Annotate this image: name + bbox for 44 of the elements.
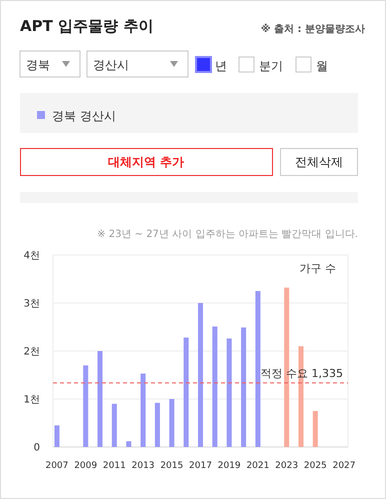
y-tick-label: 4천 bbox=[24, 250, 40, 262]
chart-title: APT 입주물량 추이 bbox=[20, 17, 154, 35]
bar bbox=[54, 425, 60, 447]
x-tick-label: 2017 bbox=[189, 461, 212, 471]
y-tick-label: 3천 bbox=[24, 298, 40, 310]
text: 년 bbox=[215, 59, 227, 73]
x-tick-label: 2007 bbox=[45, 461, 68, 471]
ref-line-label: 적정 수요 1,335 bbox=[260, 366, 343, 380]
text: 분기 bbox=[259, 59, 283, 73]
x-tick-label: 2019 bbox=[218, 461, 241, 471]
bar bbox=[241, 327, 246, 447]
x-tick-label: 2021 bbox=[246, 461, 270, 471]
add-button: 대체지역 추가 bbox=[20, 148, 273, 176]
y-axis-title: 가구 수 bbox=[300, 262, 336, 275]
bar bbox=[169, 399, 174, 447]
x-tick-label: 2013 bbox=[132, 461, 155, 471]
x-tick-label: 2009 bbox=[74, 461, 98, 471]
y-tick-label: 0 bbox=[34, 442, 40, 454]
x-tick-label: 2027 bbox=[332, 461, 356, 471]
bar bbox=[140, 374, 146, 447]
y-tick-label: 1천 bbox=[24, 394, 40, 406]
bar bbox=[184, 338, 189, 447]
y-tick-label: 2천 bbox=[24, 346, 40, 358]
bar bbox=[312, 411, 318, 447]
region-dropdown: 경북 bbox=[20, 50, 80, 78]
bar bbox=[83, 365, 88, 447]
text: ※ 출처 : 분양물량조사 bbox=[260, 23, 365, 35]
x-tick-label: 2011 bbox=[102, 461, 126, 471]
x-tick-label: 2025 bbox=[304, 461, 327, 471]
bar bbox=[198, 303, 204, 447]
legend-label: 경북 경산시 bbox=[52, 109, 116, 123]
text: 월 bbox=[316, 59, 328, 73]
city-dropdown: 경산시 bbox=[86, 50, 188, 78]
bar bbox=[212, 326, 218, 447]
bar bbox=[98, 351, 103, 447]
delete-button: 전체삭제 bbox=[280, 148, 358, 176]
bar bbox=[255, 291, 260, 447]
text: ※ 23년 ~ 27년 사이 입주하는 아파트는 빨간막대 입니다. bbox=[97, 229, 358, 240]
bar bbox=[154, 402, 160, 447]
x-tick-label: 2015 bbox=[160, 461, 184, 471]
bar bbox=[126, 441, 132, 447]
bar bbox=[112, 404, 117, 447]
bar bbox=[226, 338, 232, 447]
x-tick-label: 2023 bbox=[275, 461, 298, 471]
